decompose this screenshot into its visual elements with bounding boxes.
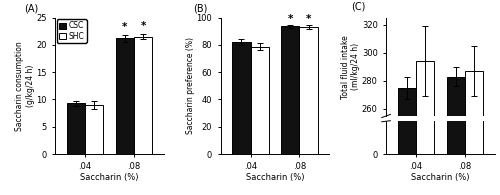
Y-axis label: Saccharin preference (%): Saccharin preference (%)	[186, 37, 195, 134]
X-axis label: Saccharin (%): Saccharin (%)	[412, 173, 470, 182]
Bar	[281, 26, 299, 154]
Bar	[85, 105, 103, 154]
Bar	[300, 27, 318, 154]
Bar	[134, 37, 152, 154]
Text: (B): (B)	[194, 4, 207, 13]
Bar	[398, 0, 416, 154]
Bar	[446, 0, 465, 154]
Bar	[232, 42, 250, 154]
Bar	[116, 38, 134, 154]
Bar	[446, 77, 465, 195]
Text: (A): (A)	[24, 4, 39, 13]
Text: *: *	[140, 21, 146, 31]
Bar	[416, 0, 434, 154]
Bar	[250, 47, 269, 154]
Y-axis label: Saccharin consumption
(g/kg/24 h): Saccharin consumption (g/kg/24 h)	[16, 41, 35, 131]
Bar	[465, 71, 483, 195]
Y-axis label: Total fluid intake
(ml/kg/24 h): Total fluid intake (ml/kg/24 h)	[341, 35, 360, 99]
Text: *: *	[288, 14, 293, 24]
X-axis label: Saccharin (%): Saccharin (%)	[246, 173, 304, 182]
Bar	[416, 61, 434, 195]
Bar	[465, 0, 483, 154]
X-axis label: Saccharin (%): Saccharin (%)	[80, 173, 138, 182]
Text: (C): (C)	[351, 2, 366, 12]
Bar	[398, 88, 416, 195]
Text: *: *	[122, 22, 128, 32]
Text: *: *	[306, 14, 312, 24]
Bar	[66, 103, 85, 154]
Legend: CSC, SHC: CSC, SHC	[56, 19, 87, 43]
